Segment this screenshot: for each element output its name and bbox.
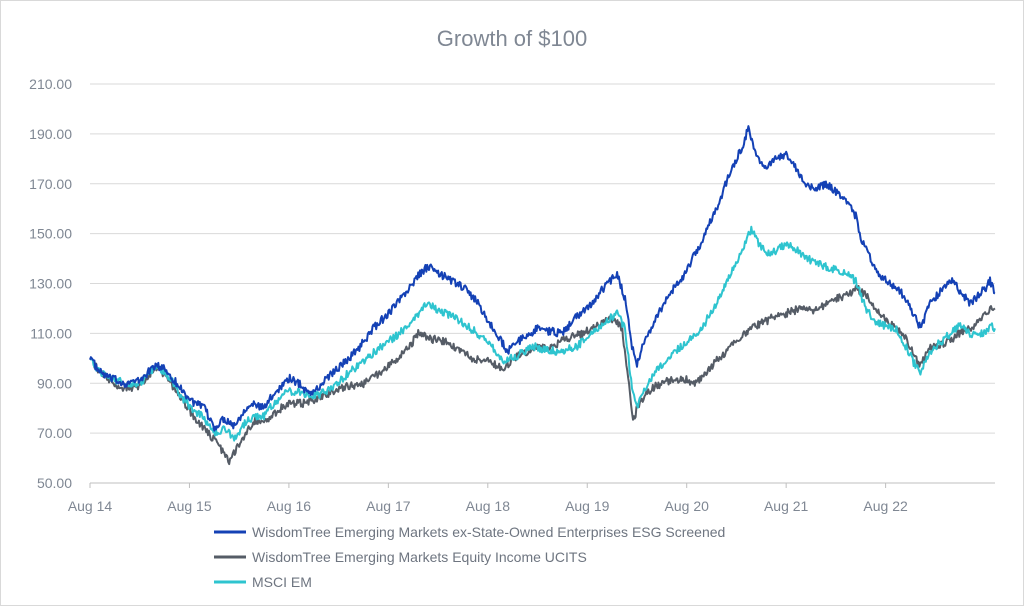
series-line-0 xyxy=(89,125,996,432)
legend-label: MSCI EM xyxy=(252,574,312,590)
series-line-2 xyxy=(89,225,996,442)
y-tick-label: 130.00 xyxy=(29,276,72,292)
y-tick-label: 70.00 xyxy=(37,425,72,441)
x-tick-label: Aug 14 xyxy=(68,498,113,514)
x-tick-label: Aug 15 xyxy=(167,498,212,514)
series-line-1 xyxy=(89,285,996,466)
legend: WisdomTree Emerging Markets ex-State-Own… xyxy=(214,524,725,590)
legend-label: WisdomTree Emerging Markets ex-State-Own… xyxy=(252,524,725,540)
chart-title: Growth of $100 xyxy=(436,26,588,51)
y-tick-label: 190.00 xyxy=(29,126,72,142)
y-tick-label: 90.00 xyxy=(37,375,72,391)
series-lines xyxy=(89,125,996,466)
y-tick-label: 150.00 xyxy=(29,226,72,242)
y-tick-label: 210.00 xyxy=(29,76,72,92)
axis: 50.00 70.00 90.00 110.00 130.00 150.00 170.00 1… xyxy=(29,76,995,514)
x-tick-label: Aug 18 xyxy=(466,498,511,514)
grid-lines xyxy=(90,83,995,484)
x-tick-label: Aug 22 xyxy=(863,498,908,514)
x-tick-label: Aug 21 xyxy=(764,498,809,514)
y-tick-label: 50.00 xyxy=(37,475,72,491)
x-tick-label: Aug 19 xyxy=(565,498,610,514)
x-tick-label: Aug 20 xyxy=(665,498,710,514)
y-tick-label: 110.00 xyxy=(30,325,72,341)
x-tick-label: Aug 16 xyxy=(267,498,312,514)
x-tick-label: Aug 17 xyxy=(366,498,411,514)
legend-label: WisdomTree Emerging Markets Equity Incom… xyxy=(252,549,587,565)
y-tick-label: 170.00 xyxy=(29,176,72,192)
